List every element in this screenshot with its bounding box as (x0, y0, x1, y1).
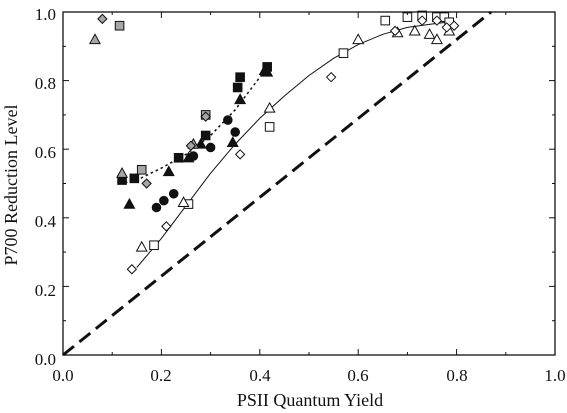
data-point-diamond (161, 221, 172, 232)
data-point-square (235, 72, 245, 82)
data-point-triangle (430, 33, 443, 45)
data-point-triangle (263, 101, 276, 113)
x-tick-labels: 0.0 0.2 0.4 0.6 0.8 1.0 (52, 366, 565, 385)
data-point-triangle (177, 196, 190, 207)
data-point-triangle (226, 136, 239, 147)
data-point-triangle (88, 33, 101, 45)
data-point-triangle (408, 24, 421, 36)
data-point-square (136, 164, 147, 175)
data-point-diamond (126, 264, 138, 275)
data-point-diamond (416, 15, 428, 26)
data-point-square (439, 12, 450, 22)
plot-frame (62, 11, 556, 356)
data-point-circle (205, 142, 216, 153)
y-tick-label: 1.0 (35, 5, 56, 24)
x-tick-label: 0.6 (347, 366, 368, 385)
data-point-diamond (431, 15, 443, 26)
data-point-square (232, 82, 243, 93)
y-tick-label: 0.8 (35, 74, 56, 93)
dashed-line (62, 10, 492, 357)
data-point-triangle (123, 197, 136, 209)
data-point-diamond (97, 13, 108, 25)
data-point-square (149, 240, 159, 251)
data-point-triangle (162, 165, 175, 177)
data-point-square (173, 152, 184, 163)
data-point-triangle (194, 137, 207, 149)
data-point-triangle (261, 65, 274, 77)
data-point-diamond (141, 178, 152, 189)
data-point-triangle (352, 33, 365, 45)
data-point-triangle (135, 240, 148, 252)
data-point-diamond (185, 140, 197, 151)
data-point-diamond (448, 20, 460, 31)
data-point-square (129, 173, 140, 184)
x-tick-label: 0.2 (150, 366, 171, 385)
y-tick-label: 0.2 (35, 281, 56, 300)
x-tick-label: 0.4 (249, 366, 271, 385)
data-point-circle (223, 115, 233, 125)
x-tick-label: 0.0 (52, 366, 73, 385)
x-tick-label: 1.0 (544, 366, 565, 385)
y-tick-labels: 1.0 0.8 0.6 0.4 0.2 0.0 (35, 5, 57, 369)
data-point-circle (230, 127, 240, 137)
data-point-triangle (234, 93, 247, 105)
y-tick-label: 0.4 (35, 212, 57, 231)
y-tick-label: 0.0 (35, 350, 56, 369)
plot-area (62, 10, 492, 357)
data-point-square (200, 130, 211, 141)
data-point-triangle (423, 28, 436, 39)
solid-line (136, 21, 447, 268)
y-axis-title: P700 Reduction Level (1, 105, 21, 266)
x-tick-label: 0.8 (446, 366, 467, 385)
axis-ticks (62, 11, 556, 356)
data-point-circle (168, 188, 179, 199)
data-point-square (338, 48, 349, 58)
data-point-diamond (234, 149, 246, 160)
data-point-circle (151, 202, 162, 213)
data-point-square (380, 15, 391, 26)
data-point-triangle (116, 167, 129, 178)
x-axis-title: PSII Quantum Yield (237, 390, 383, 410)
data-point-diamond (325, 71, 337, 83)
data-point-circle (159, 195, 169, 206)
y-tick-label: 0.6 (35, 143, 56, 162)
data-point-square (114, 20, 125, 31)
data-point-diamond (200, 111, 211, 122)
data-point-circle (188, 151, 199, 161)
data-point-diamond (389, 25, 401, 37)
data-point-square (264, 122, 275, 132)
